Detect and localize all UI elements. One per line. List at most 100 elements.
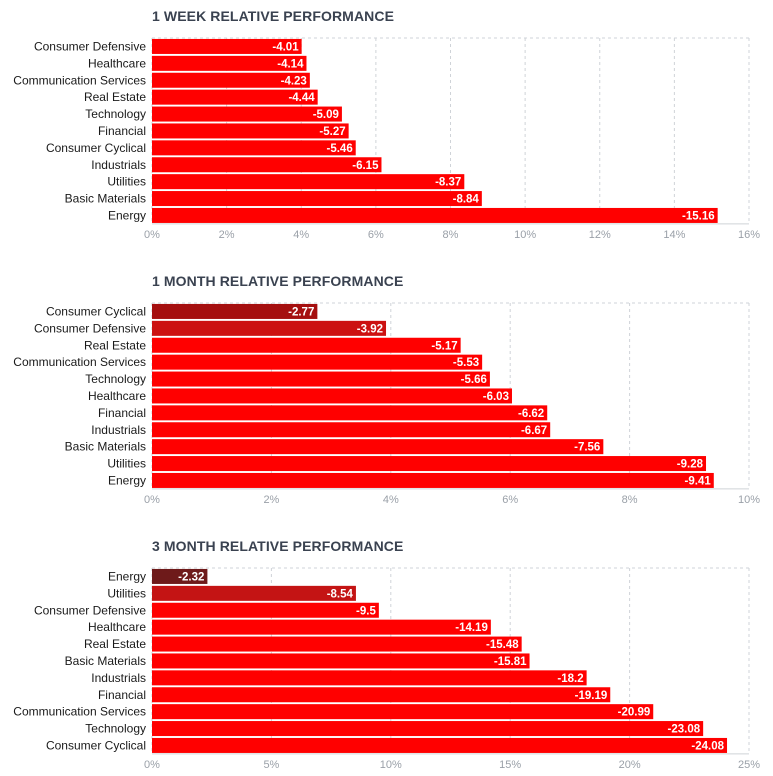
bar[interactable]: [152, 337, 461, 353]
bar[interactable]: [152, 320, 387, 336]
category-label: Consumer Cyclical: [46, 304, 146, 318]
bar[interactable]: [152, 636, 522, 652]
x-tick-label: 6%: [502, 494, 518, 506]
bar[interactable]: [152, 585, 356, 601]
bar[interactable]: [152, 439, 604, 455]
bar[interactable]: [152, 653, 530, 669]
value-label: -8.54: [327, 588, 354, 600]
value-label: -9.28: [677, 459, 704, 471]
bar[interactable]: [152, 687, 611, 703]
category-label: Industrials: [91, 423, 146, 437]
x-tick-label: 10%: [380, 759, 402, 771]
chart-title: 1 MONTH RELATIVE PERFORMANCE: [152, 273, 404, 289]
bar[interactable]: [152, 55, 307, 71]
value-label: -5.66: [461, 374, 487, 386]
bar[interactable]: [152, 619, 491, 635]
bar[interactable]: [152, 303, 318, 319]
bar[interactable]: [152, 72, 310, 88]
value-label: -4.23: [281, 75, 307, 87]
bar[interactable]: [152, 89, 318, 105]
category-label: Real Estate: [84, 338, 146, 352]
category-label: Financial: [98, 406, 146, 420]
value-label: -14.19: [455, 622, 488, 634]
value-label: -7.56: [574, 442, 600, 454]
category-label: Utilities: [107, 457, 146, 471]
chart-panel-1-month: 1 MONTH RELATIVE PERFORMANCE 0% 2% 4% 6% 8% 1…: [0, 273, 773, 513]
category-label: Consumer Cyclical: [46, 738, 146, 752]
value-label: -4.44: [288, 92, 315, 104]
value-label: -5.27: [319, 126, 345, 138]
value-label: -6.03: [483, 391, 509, 403]
x-tick-label: 2%: [263, 494, 279, 506]
x-tick-label: 4%: [293, 229, 309, 241]
value-label: -5.17: [431, 340, 457, 352]
category-label: Healthcare: [88, 56, 146, 70]
bar[interactable]: [152, 207, 718, 223]
category-label: Technology: [85, 722, 146, 736]
bar[interactable]: [152, 174, 465, 190]
category-label: Basic Materials: [65, 654, 146, 668]
value-label: -2.32: [178, 571, 204, 583]
x-tick-label: 8%: [443, 229, 459, 241]
value-label: -18.2: [557, 673, 583, 685]
x-tick-label: 0%: [144, 759, 160, 771]
x-tick-label: 10%: [738, 494, 760, 506]
value-label: -5.53: [453, 357, 479, 369]
category-label: Industrials: [91, 158, 146, 172]
value-label: -15.16: [682, 210, 715, 222]
category-label: Technology: [85, 107, 146, 121]
bar[interactable]: [152, 704, 654, 720]
category-label: Industrials: [91, 671, 146, 685]
category-label: Basic Materials: [65, 440, 146, 454]
bar[interactable]: [152, 157, 382, 173]
category-label: Consumer Cyclical: [46, 141, 146, 155]
category-label: Basic Materials: [65, 192, 146, 206]
value-label: -15.48: [486, 639, 519, 651]
value-label: -9.5: [356, 605, 376, 617]
bar[interactable]: [152, 456, 707, 472]
value-label: -3.92: [357, 323, 383, 335]
category-label: Consumer Defensive: [34, 321, 146, 335]
category-label: Communication Services: [13, 73, 146, 87]
value-label: -6.15: [352, 160, 379, 172]
x-tick-label: 20%: [619, 759, 641, 771]
bar[interactable]: [152, 388, 512, 404]
bar[interactable]: [152, 38, 302, 54]
chart-panel-3-month: 3 MONTH RELATIVE PERFORMANCE 0% 5% 10% 15% 2…: [0, 538, 773, 776]
bar[interactable]: [152, 422, 551, 438]
value-label: -8.84: [453, 194, 480, 206]
value-label: -6.62: [518, 408, 544, 420]
x-tick-label: 0%: [144, 229, 160, 241]
x-tick-label: 5%: [263, 759, 279, 771]
bar[interactable]: [152, 354, 483, 370]
chart-title: 1 WEEK RELATIVE PERFORMANCE: [152, 8, 395, 24]
bar[interactable]: [152, 737, 728, 753]
x-tick-label: 14%: [663, 229, 685, 241]
value-label: -24.08: [691, 740, 724, 752]
value-label: -15.81: [494, 656, 527, 668]
category-label: Real Estate: [84, 637, 146, 651]
x-tick-label: 15%: [499, 759, 521, 771]
bar[interactable]: [152, 371, 490, 387]
bar[interactable]: [152, 602, 379, 618]
category-label: Financial: [98, 688, 146, 702]
bar[interactable]: [152, 721, 704, 737]
value-label: -20.99: [618, 707, 651, 719]
x-tick-label: 4%: [383, 494, 399, 506]
value-label: -23.08: [668, 724, 701, 736]
value-label: -4.01: [272, 41, 299, 53]
category-label: Utilities: [107, 175, 146, 189]
x-tick-label: 2%: [219, 229, 235, 241]
bar[interactable]: [152, 568, 208, 584]
bar[interactable]: [152, 670, 587, 686]
bar[interactable]: [152, 140, 356, 156]
category-label: Financial: [98, 124, 146, 138]
bar[interactable]: [152, 472, 714, 488]
bar-chart: 0% 5% 10% 15% 20% 25% Energy -2.32 Utilities -8.5…: [13, 567, 760, 771]
bar[interactable]: [152, 191, 482, 207]
value-label: -9.41: [685, 475, 712, 487]
bar[interactable]: [152, 106, 342, 122]
category-label: Utilities: [107, 586, 146, 600]
bar[interactable]: [152, 123, 349, 139]
bar[interactable]: [152, 405, 548, 421]
